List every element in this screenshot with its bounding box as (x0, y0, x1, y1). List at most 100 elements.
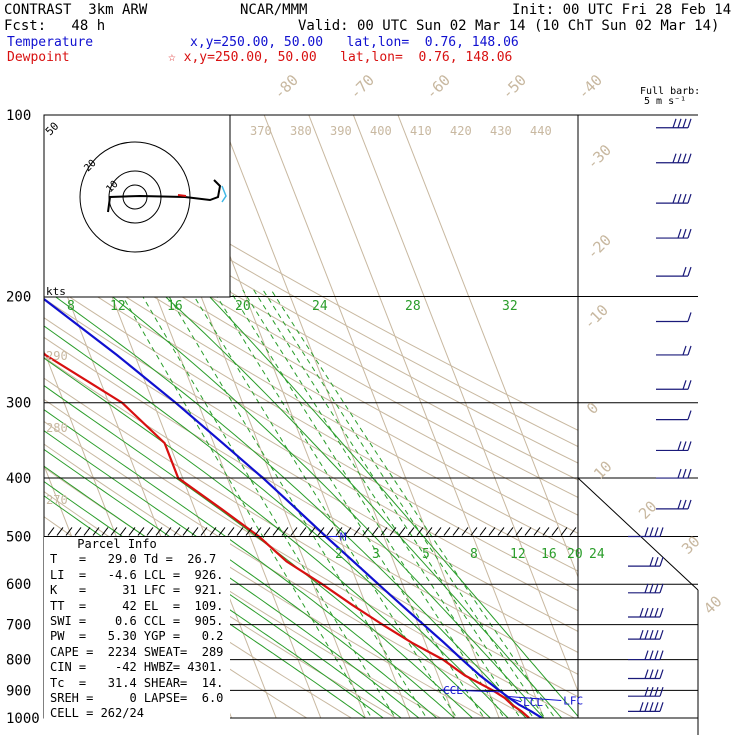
hatch-mark (128, 527, 136, 536)
hatch-mark (74, 527, 82, 536)
pressure-tick-label: 900 (6, 683, 31, 699)
wind-barb-flag (687, 499, 692, 510)
pressure-tick-label: 800 (6, 653, 31, 669)
temperature-tick-label: -70 (346, 71, 378, 103)
wind-barb-flag (672, 153, 677, 163)
mixing-ratio-label: 8 (470, 547, 478, 562)
isotherm (397, 115, 578, 579)
wind-barb-flag (677, 228, 682, 239)
parcel-row: PW = 5.30 YGP = 0.2 (50, 629, 224, 644)
hatch-mark (56, 527, 64, 536)
hodograph-unit-label: kts (46, 285, 66, 298)
parcel-info-title: Parcel Info (77, 537, 157, 551)
wind-barb-flag (654, 607, 659, 618)
theta-label: 280 (46, 421, 68, 435)
moist-adiabat (209, 296, 578, 718)
wind-barb-flag (659, 686, 664, 697)
hatch-mark (272, 527, 280, 536)
dry-adiabat (44, 145, 578, 448)
parcel-row: CELL = 262/24 (50, 706, 144, 721)
hatch-mark (290, 527, 298, 536)
hatch-mark (227, 527, 235, 536)
hatch-mark (137, 527, 145, 536)
hatch-mark (470, 527, 478, 536)
theta-label: 270 (46, 493, 68, 507)
hatch-mark (182, 527, 190, 536)
wind-barb-flag (687, 312, 692, 322)
pressure-tick-label: 600 (6, 577, 31, 593)
theta-label: 430 (490, 124, 512, 138)
level-marker-tick (509, 697, 522, 703)
isotherm (352, 115, 578, 693)
wind-barb-flag (644, 650, 649, 660)
hatch-mark (407, 527, 415, 536)
temperature-tick-label: -10 (580, 301, 612, 333)
parcel-row: CAPE = 2234 SWEAT= 289 (50, 644, 224, 659)
hodograph-trace (107, 179, 222, 213)
theta-label: 390 (330, 124, 352, 138)
parcel-row: CIN = -42 HWBZ= 4301. (50, 660, 224, 675)
hatch-mark (200, 527, 208, 536)
wind-barb-flag (687, 441, 692, 451)
hatch-mark (83, 527, 91, 536)
pressure-tick-label: 200 (6, 290, 31, 306)
hatch-mark (173, 527, 181, 536)
theta-label: 440 (530, 124, 552, 138)
hatch-mark (434, 527, 442, 536)
mixing-ratio-label: 16 (167, 299, 183, 314)
wind-barb-flag (682, 468, 687, 479)
mixing-ratio-label: 12 (110, 299, 126, 314)
hatch-mark (65, 527, 73, 536)
hatch-mark (164, 527, 172, 536)
barb-header-label: 5 m s⁻¹ (644, 96, 686, 107)
temperature-tick-label: 0 (583, 399, 602, 418)
temperature-tick-label: -50 (498, 71, 530, 103)
mixing-ratio-label: 24 (312, 299, 328, 314)
wind-barb-flag (644, 629, 649, 640)
dry-adiabat (44, 193, 578, 498)
hatch-mark (101, 527, 109, 536)
hatch-mark (254, 527, 262, 536)
dry-adiabat (44, 377, 578, 698)
mixing-ratio-label: 32 (502, 299, 518, 314)
hatch-mark (398, 527, 406, 536)
hatch-mark (380, 527, 388, 536)
hatch-mark (371, 527, 379, 536)
parcel-info-panel: Parcel Info T = 29.0 Td = 26.7 LI = -4.6… (44, 537, 230, 733)
wind-barb-flag (654, 686, 659, 697)
wind-barb-flag (659, 629, 664, 640)
hatch-mark (119, 527, 127, 536)
wind-barb-flag (654, 556, 659, 567)
theta-label: 420 (450, 124, 472, 138)
wind-barb-flag (649, 556, 654, 567)
wind-barb-flag (659, 556, 664, 567)
wind-barb-flag (687, 410, 692, 420)
hatch-mark (326, 527, 334, 536)
hatch-mark (335, 527, 343, 536)
wind-barb-flag (687, 193, 692, 204)
wind-barb-flag (677, 193, 682, 204)
wind-barb-flag (687, 266, 692, 277)
wind-barb-flag (654, 702, 659, 712)
dry-adiabat (44, 420, 531, 718)
dry-adiabat (44, 243, 578, 553)
mixing-ratio-label: 5 (422, 547, 430, 562)
wind-barb-flag (659, 607, 664, 618)
mixing-ratio-line (262, 289, 546, 718)
forecast-hour: Fcst: 48 h (4, 18, 106, 34)
theta-label: 290 (46, 349, 68, 363)
isotherm (263, 115, 500, 718)
temperature-tick-label: -60 (422, 71, 454, 103)
dry-adiabat (44, 279, 578, 592)
wind-barb-flag (677, 499, 682, 510)
parcel-row: TT = 42 EL = 109. (50, 598, 224, 613)
hatch-mark (461, 527, 469, 536)
mixing-ratio-line (118, 289, 373, 718)
level-marker-tick (507, 695, 562, 701)
hatch-mark (209, 527, 217, 536)
wind-barb-flag (649, 686, 654, 697)
wind-barb-flag (659, 650, 664, 660)
mixing-ratio-label: 12 (510, 547, 526, 562)
hatch-mark (110, 527, 118, 536)
wind-barb-flag (644, 669, 649, 679)
